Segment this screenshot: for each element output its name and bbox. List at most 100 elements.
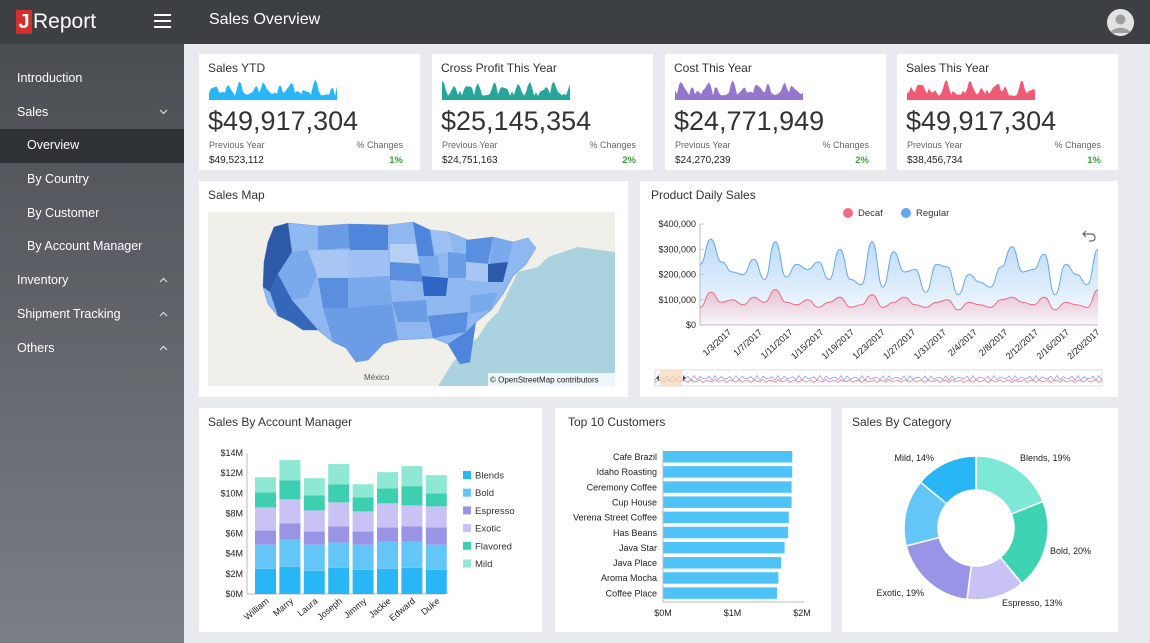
kpi-sparkline — [209, 79, 337, 100]
x-tick-label: 2/20/2017 — [1065, 327, 1101, 361]
x-tick-label: Edward — [387, 596, 417, 623]
kpi-value: $24,771,949 — [674, 106, 825, 136]
sales-category-title: Sales By Category — [852, 415, 952, 429]
kpi-title: Sales This Year — [906, 61, 990, 75]
legend-label-flavored: Flavored — [475, 541, 512, 552]
customer-label: Cafe Brazil — [613, 452, 657, 462]
bar-segment-blends — [255, 568, 276, 594]
chevron-down-icon[interactable] — [159, 96, 168, 130]
legend-marker-blends — [463, 471, 471, 479]
sidebar-item-others[interactable]: Others — [0, 332, 184, 366]
y-tick-label: $10M — [220, 488, 243, 498]
y-tick-label: $100,000 — [658, 295, 696, 305]
sidebar-item-overview[interactable]: Overview — [0, 129, 184, 164]
sidebar-item-shipment-tracking[interactable]: Shipment Tracking — [0, 298, 184, 332]
x-tick-label: 1/23/2017 — [850, 327, 886, 361]
range-navigator[interactable] — [654, 369, 1103, 387]
navigator-right-handle-icon — [683, 375, 686, 381]
bar-segment-espresso — [328, 526, 350, 543]
series-line-decaf — [699, 289, 1099, 311]
chevron-up-icon[interactable] — [159, 264, 168, 298]
y-tick-label: $0M — [225, 589, 243, 599]
navigator-left-handle-icon — [656, 375, 659, 381]
navigator-selection — [660, 370, 682, 386]
logo-letter: J — [16, 10, 32, 34]
reset-zoom-icon[interactable] — [1082, 230, 1096, 242]
kpi-title: Cost This Year — [674, 61, 752, 75]
sidebar-item-by-customer[interactable]: By Customer — [0, 197, 184, 231]
sales-category-chart[interactable]: Blends, 19% Bold, 20% Espresso, 13% Exotic,… — [842, 408, 1118, 632]
legend-marker-mild — [463, 559, 471, 568]
customer-bar — [663, 526, 789, 539]
bar-segment-exotic — [303, 510, 325, 532]
bar-segment-flavored — [328, 484, 350, 503]
customer-label: Aroma Mocha — [601, 573, 657, 583]
bar-segment-flavored — [425, 493, 447, 507]
kpi-sparkline-area — [675, 80, 803, 100]
x-tick-label: 2/4/2017 — [946, 327, 979, 358]
bar-segment-mild — [425, 475, 447, 494]
chevron-up-icon[interactable] — [159, 298, 168, 332]
bar-segment-mild — [279, 460, 301, 481]
legend-marker-exotic — [463, 524, 471, 533]
product-daily-sales-card: Product Daily Sales Decaf Regular $0 $100,0… — [640, 181, 1118, 397]
kpi-prev-label: Previous Year — [442, 140, 498, 150]
customer-bar — [663, 587, 777, 599]
sidebar-item-label: Others — [17, 340, 55, 355]
top-customers-chart[interactable]: Cafe Brazil Idaho Roasting Ceremony Coffee… — [555, 408, 831, 632]
customer-bar — [663, 572, 779, 584]
jreport-logo[interactable]: J Report — [16, 9, 96, 35]
sidebar-item-by-country[interactable]: By Country — [0, 163, 184, 197]
bar-segment-exotic — [352, 511, 374, 532]
y-tick-label: $6M — [225, 529, 243, 539]
kpi-prev-label: Previous Year — [907, 140, 963, 150]
bar-segment-mild — [377, 472, 398, 489]
bar-segment-espresso — [255, 530, 276, 545]
x-tick-label: 1/15/2017 — [789, 327, 825, 361]
customer-bar — [663, 557, 782, 569]
customer-bar — [663, 511, 789, 524]
product-daily-sales-chart[interactable]: Decaf Regular $0 $100,000 $200,000 $300,000 $4… — [640, 181, 1118, 397]
top-customers-title: Top 10 Customers — [568, 415, 666, 429]
sidebar-item-introduction[interactable]: Introduction — [0, 62, 184, 96]
legend-marker-decaf — [843, 208, 853, 218]
bar-segment-espresso — [425, 527, 447, 545]
sidebar-item-sales[interactable]: Sales — [0, 96, 184, 130]
bar-segment-bold — [303, 544, 325, 571]
kpi-sparkline-area — [907, 80, 1035, 100]
customer-bar — [663, 541, 785, 554]
bar-segment-flavored — [255, 492, 276, 508]
sidebar-item-label: Sales — [17, 104, 49, 119]
sidebar-item-by-account-manager[interactable]: By Account Manager — [0, 230, 184, 264]
sidebar-item-label: Shipment Tracking — [17, 306, 121, 321]
bar-segment-exotic — [328, 502, 350, 527]
hamburger-menu-icon[interactable] — [154, 14, 171, 28]
kpi-change-value: 2% — [622, 155, 636, 166]
legend-label-espresso: Espresso — [475, 506, 515, 517]
page-title: Sales Overview — [209, 11, 321, 28]
y-tick-label: $12M — [220, 468, 243, 478]
chevron-up-icon[interactable] — [159, 332, 168, 366]
map-attribution[interactable]: © OpenStreetMap contributors — [490, 376, 599, 385]
bar-segment-blends — [425, 569, 447, 594]
bar-segment-blends — [377, 568, 398, 594]
bar-segment-exotic — [425, 506, 447, 528]
x-tick-label: William — [242, 596, 271, 622]
kpi-prev-label: Previous Year — [675, 140, 731, 150]
bar-segment-flavored — [303, 495, 325, 511]
sales-map[interactable]: México © OpenStreetMap contributors — [208, 212, 615, 386]
bar-segment-exotic — [401, 505, 423, 527]
legend-marker-bold — [463, 488, 471, 497]
bar-segment-blends — [303, 570, 325, 594]
bar-segment-bold — [328, 542, 350, 568]
customer-bar — [663, 466, 793, 478]
user-avatar[interactable] — [1107, 9, 1134, 36]
customer-label: Has Beans — [613, 528, 658, 538]
bar-segment-blends — [401, 567, 423, 594]
sidebar-item-inventory[interactable]: Inventory — [0, 264, 184, 298]
y-tick-label: $14M — [220, 448, 243, 458]
kpi-change-label: % Changes — [1054, 140, 1101, 150]
customer-label: Java Star — [619, 543, 657, 553]
x-tick-label: 1/19/2017 — [820, 327, 856, 361]
